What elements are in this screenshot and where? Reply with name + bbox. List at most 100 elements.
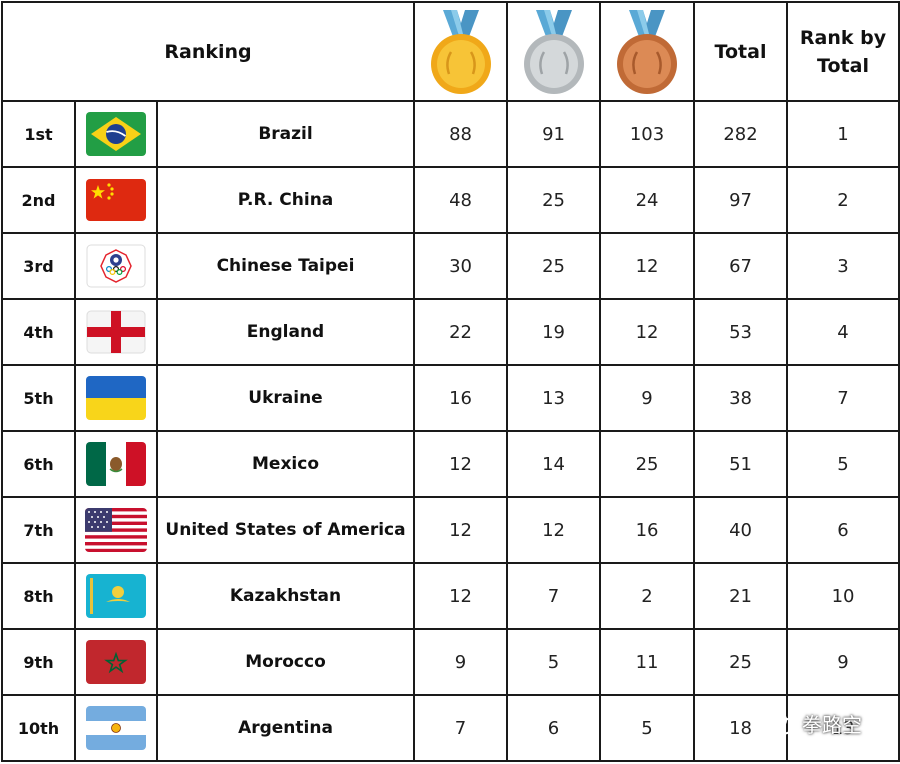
- flag-cell: [74, 694, 158, 762]
- country-cell: Kazakhstan: [155, 562, 416, 630]
- rank-cell: 3rd: [1, 232, 76, 300]
- rank-by-total: 4: [786, 298, 900, 366]
- rank-by-total: 5: [786, 430, 900, 498]
- table-row: 10th Argentina 7 6 5 18 13: [1, 694, 900, 762]
- rank-by-total: 3: [786, 232, 900, 300]
- total-count: 97: [693, 166, 789, 234]
- mexico-flag-icon: [86, 442, 146, 486]
- total-header: Total: [693, 1, 789, 102]
- bronze-count: 2: [599, 562, 696, 630]
- table-row: 6th Mexico 12 14 25 51 5: [1, 430, 900, 498]
- country-cell: England: [155, 298, 416, 366]
- table-row: 2nd P.R. China 48 25 24 97 2: [1, 166, 900, 234]
- rank-cell: 1st: [1, 100, 76, 168]
- bronze-count: 12: [599, 298, 696, 366]
- silver-count: 91: [506, 100, 602, 168]
- country-cell: Chinese Taipei: [155, 232, 416, 300]
- total-count: 282: [693, 100, 789, 168]
- country-cell: United States of America: [155, 496, 416, 564]
- country-cell: Morocco: [155, 628, 416, 696]
- flag-cell: [74, 628, 158, 696]
- total-count: 25: [693, 628, 789, 696]
- rank-by-total: 7: [786, 364, 900, 432]
- argentina-flag-icon: [86, 706, 146, 750]
- total-count: 51: [693, 430, 789, 498]
- rank-cell: 8th: [1, 562, 76, 630]
- country-cell: Ukraine: [155, 364, 416, 432]
- flag-cell: [74, 364, 158, 432]
- header-row: Ranking: [0, 1, 900, 102]
- rank-by-total: 6: [786, 496, 900, 564]
- flag-cell: [74, 496, 158, 564]
- flag-cell: [74, 166, 158, 234]
- chinese-taipei-flag-icon: [86, 244, 146, 288]
- silver-count: 6: [506, 694, 602, 762]
- bronze-count: 12: [599, 232, 696, 300]
- china-flag-icon: [86, 179, 146, 221]
- country-cell: P.R. China: [155, 166, 416, 234]
- table-row: 5th Ukraine 16 13 9 38 7: [1, 364, 900, 432]
- rank-cell: 5th: [1, 364, 76, 432]
- gold-count: 12: [413, 430, 509, 498]
- rank-by-total-line2: Total: [817, 54, 869, 77]
- rank-cell: 7th: [1, 496, 76, 564]
- gold-count: 12: [413, 496, 509, 564]
- rank-cell: 4th: [1, 298, 76, 366]
- england-flag-icon: [86, 310, 146, 354]
- bronze-count: 103: [599, 100, 696, 168]
- flag-cell: [74, 232, 158, 300]
- rank-cell: 6th: [1, 430, 76, 498]
- kazakhstan-flag-icon: [86, 574, 146, 618]
- gold-count: 9: [413, 628, 509, 696]
- ukraine-flag-icon: [86, 376, 146, 420]
- flag-cell: [74, 562, 158, 630]
- rank-cell: 10th: [1, 694, 76, 762]
- gold-count: 16: [413, 364, 509, 432]
- gold-header: [413, 1, 509, 102]
- brazil-flag-icon: [86, 112, 146, 156]
- country-cell: Argentina: [155, 694, 416, 762]
- silver-count: 25: [506, 166, 602, 234]
- total-count: 21: [693, 562, 789, 630]
- watermark-text: 拳路空: [802, 712, 862, 737]
- total-count: 40: [693, 496, 789, 564]
- flag-cell: [74, 430, 158, 498]
- bronze-count: 5: [599, 694, 696, 762]
- rank-cell: 9th: [1, 628, 76, 696]
- rank-by-total: 10: [786, 562, 900, 630]
- total-count: 67: [693, 232, 789, 300]
- total-count: 38: [693, 364, 789, 432]
- bronze-count: 11: [599, 628, 696, 696]
- total-count: 53: [693, 298, 789, 366]
- silver-count: 13: [506, 364, 602, 432]
- watermark: 拳路空: [762, 705, 862, 741]
- bronze-medal-icon: [617, 9, 678, 94]
- gold-medal-icon: [430, 9, 491, 94]
- table-row: 8th Kazakhstan 12 7 2 21 10: [1, 562, 900, 630]
- flag-cell: [74, 298, 158, 366]
- table-row: 4th England 22 19 12 53 4: [1, 298, 900, 366]
- ranking-header: Ranking: [0, 1, 416, 102]
- rank-by-total: 9: [786, 628, 900, 696]
- rank-by-total-line1: Rank by: [799, 26, 887, 49]
- table-row: 9th Morocco 9 5 11 25 9: [1, 628, 900, 696]
- silver-count: 12: [506, 496, 602, 564]
- country-cell: Mexico: [155, 430, 416, 498]
- bronze-count: 9: [599, 364, 696, 432]
- country-cell: Brazil: [155, 100, 416, 168]
- total-count: 18: [693, 694, 789, 762]
- table-row: 7th: [1, 496, 900, 564]
- gold-count: 12: [413, 562, 509, 630]
- gold-count: 30: [413, 232, 509, 300]
- silver-header: [506, 1, 602, 102]
- bronze-count: 16: [599, 496, 696, 564]
- rank-cell: 2nd: [1, 166, 76, 234]
- bronze-count: 25: [599, 430, 696, 498]
- bronze-count: 24: [599, 166, 696, 234]
- rank-by-total: 13: [786, 694, 900, 762]
- rank-by-total: 2: [786, 166, 900, 234]
- gold-count: 7: [413, 694, 509, 762]
- wechat-icon: [763, 710, 794, 735]
- silver-count: 5: [506, 628, 602, 696]
